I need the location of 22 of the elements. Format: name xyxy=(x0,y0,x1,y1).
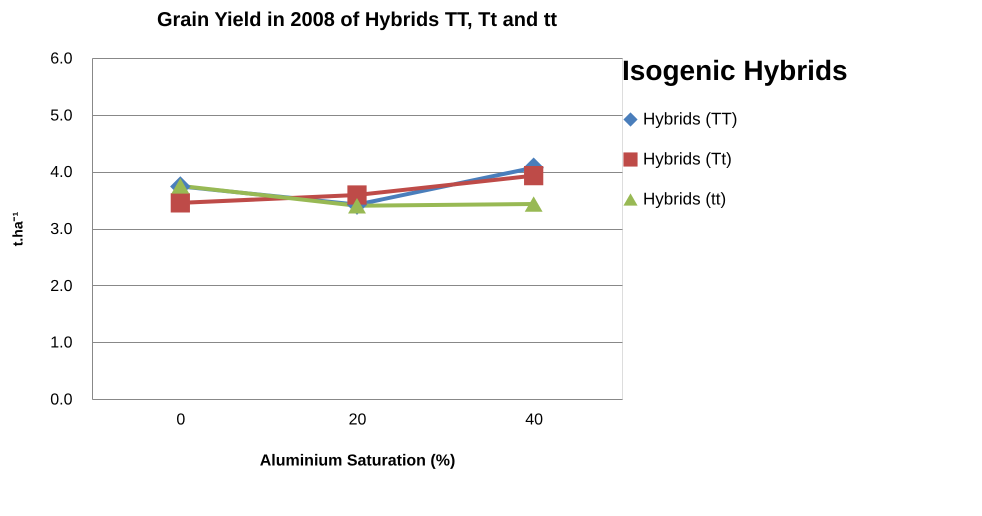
y-tick-label: 1.0 xyxy=(50,334,73,352)
x-axis-title: Aluminium Saturation (%) xyxy=(260,452,456,470)
y-tick-label: 4.0 xyxy=(50,164,73,182)
legend-label: Hybrids (tt) xyxy=(643,190,726,208)
point xyxy=(348,198,366,214)
y-axis-title: t.ha⁻¹ xyxy=(9,211,26,246)
x-tick-label: 0 xyxy=(176,412,186,428)
legend-title: Isogenic Hybrids xyxy=(622,55,848,86)
x-tick-label: 40 xyxy=(525,412,544,428)
point xyxy=(170,193,190,213)
point xyxy=(524,196,543,212)
y-tick-label: 3.0 xyxy=(50,221,73,238)
chart-title: Grain Yield in 2008 of Hybrids TT, Tt and tt xyxy=(156,9,558,31)
point xyxy=(524,166,544,186)
y-tick-label: 2.0 xyxy=(50,278,73,295)
point xyxy=(347,185,367,205)
x-tick-label: 20 xyxy=(348,412,366,428)
legend-label: Hybrids (Tt) xyxy=(643,150,732,168)
legend-label: Hybrids (TT) xyxy=(643,110,738,128)
y-tick-label: 6.0 xyxy=(50,50,73,68)
y-tick-label: 0.0 xyxy=(50,392,73,408)
y-tick-label: 5.0 xyxy=(50,107,73,124)
